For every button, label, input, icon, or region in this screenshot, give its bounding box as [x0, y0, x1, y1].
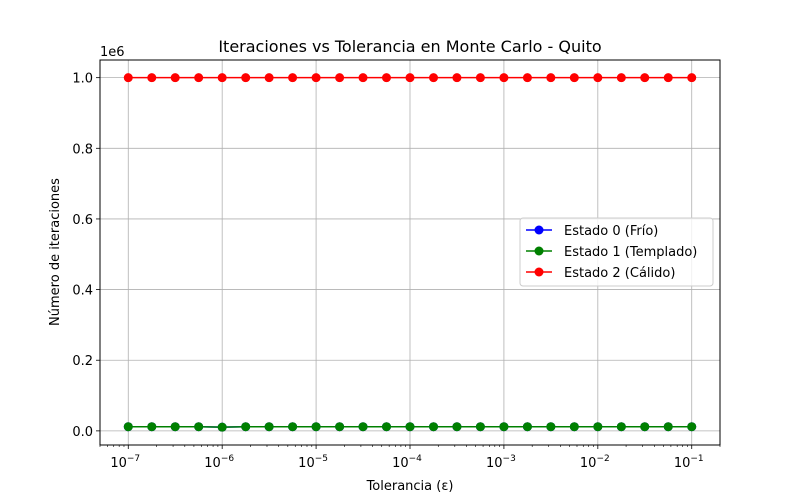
series-2-point	[593, 73, 603, 83]
series-2-point	[311, 73, 321, 83]
series-layer	[123, 73, 697, 432]
series-2-point	[499, 73, 509, 83]
series-1-point	[640, 422, 650, 432]
series-1-point	[569, 422, 579, 432]
series-1-point	[147, 422, 157, 432]
series-2-point	[358, 73, 368, 83]
y-axis-label: Número de iteraciones	[48, 178, 63, 326]
chart-title: Iteraciones vs Tolerancia en Monte Carlo…	[218, 37, 601, 56]
series-2-point	[616, 73, 626, 83]
legend-label-2: Estado 2 (Cálido)	[564, 266, 675, 281]
series-1-point	[663, 422, 673, 432]
y-tick-label: 0.0	[72, 425, 93, 440]
y-tick-label: 0.4	[72, 284, 93, 299]
legend-marker-1	[534, 246, 544, 256]
legend: Estado 0 (Frío) Estado 1 (Templado) Estado…	[519, 217, 714, 287]
series-2-point	[335, 73, 345, 83]
y-tick-label: 0.8	[72, 142, 93, 157]
series-2-point	[546, 73, 556, 83]
x-tick-label: 10−2	[580, 454, 610, 471]
series-2-point	[405, 73, 415, 83]
series-1-point	[335, 422, 345, 432]
series-1-point	[452, 422, 462, 432]
series-1-point	[381, 422, 391, 432]
legend-frame	[519, 217, 714, 287]
series-1-point	[241, 422, 251, 432]
series-2-point	[288, 73, 298, 83]
series-1-point	[616, 422, 626, 432]
series-1-point	[264, 422, 274, 432]
x-tick-label: 10−7	[110, 454, 140, 471]
series-1-point	[170, 422, 180, 432]
x-axis-label: Tolerancia (ε)	[366, 479, 454, 494]
series-2-point	[475, 73, 485, 83]
series-2-point	[217, 73, 227, 83]
series-2-point	[381, 73, 391, 83]
y-tick-label: 0.6	[72, 213, 93, 228]
y-tick-label: 1.0	[72, 72, 93, 87]
x-tick-label: 10−1	[674, 454, 704, 471]
series-1-point	[546, 422, 556, 432]
series-1-point	[123, 422, 133, 432]
series-2-point	[452, 73, 462, 83]
series-1-point	[687, 422, 697, 432]
series-1-point	[358, 422, 368, 432]
series-2-point	[663, 73, 673, 83]
y-tick-label: 0.2	[72, 354, 93, 369]
legend-label-0: Estado 0 (Frío)	[564, 224, 658, 239]
series-2-point	[170, 73, 180, 83]
series-1-point	[429, 422, 439, 432]
series-1-point	[194, 422, 204, 432]
y-multiplier-label: 1e6	[100, 45, 125, 60]
legend-marker-2	[534, 267, 544, 277]
series-2-point	[687, 73, 697, 83]
series-2-point	[147, 73, 157, 83]
series-1-point	[499, 422, 509, 432]
series-1-point	[522, 422, 532, 432]
series-2-point	[640, 73, 650, 83]
series-1-point	[593, 422, 603, 432]
series-2-point	[241, 73, 251, 83]
series-1-point	[405, 422, 415, 432]
x-tick-label: 10−4	[392, 454, 422, 471]
series-1-point	[217, 422, 227, 432]
series-2-point	[569, 73, 579, 83]
x-tick-label: 10−6	[204, 454, 234, 471]
series-2-point	[264, 73, 274, 83]
series-2-point	[194, 73, 204, 83]
ticks: 10−7 10−6 10−5 10−4 10−3 10−2 10−1 0.0 0.2 0.4 0.6…	[72, 72, 721, 471]
x-tick-label: 10−5	[298, 454, 328, 471]
x-tick-label: 10−3	[486, 454, 516, 471]
series-2-point	[522, 73, 532, 83]
series-1-point	[311, 422, 321, 432]
series-2-point	[123, 73, 133, 83]
legend-marker-0	[534, 225, 544, 235]
series-1-point	[288, 422, 298, 432]
legend-label-1: Estado 1 (Templado)	[564, 245, 697, 260]
series-1-point	[475, 422, 485, 432]
series-2-point	[429, 73, 439, 83]
